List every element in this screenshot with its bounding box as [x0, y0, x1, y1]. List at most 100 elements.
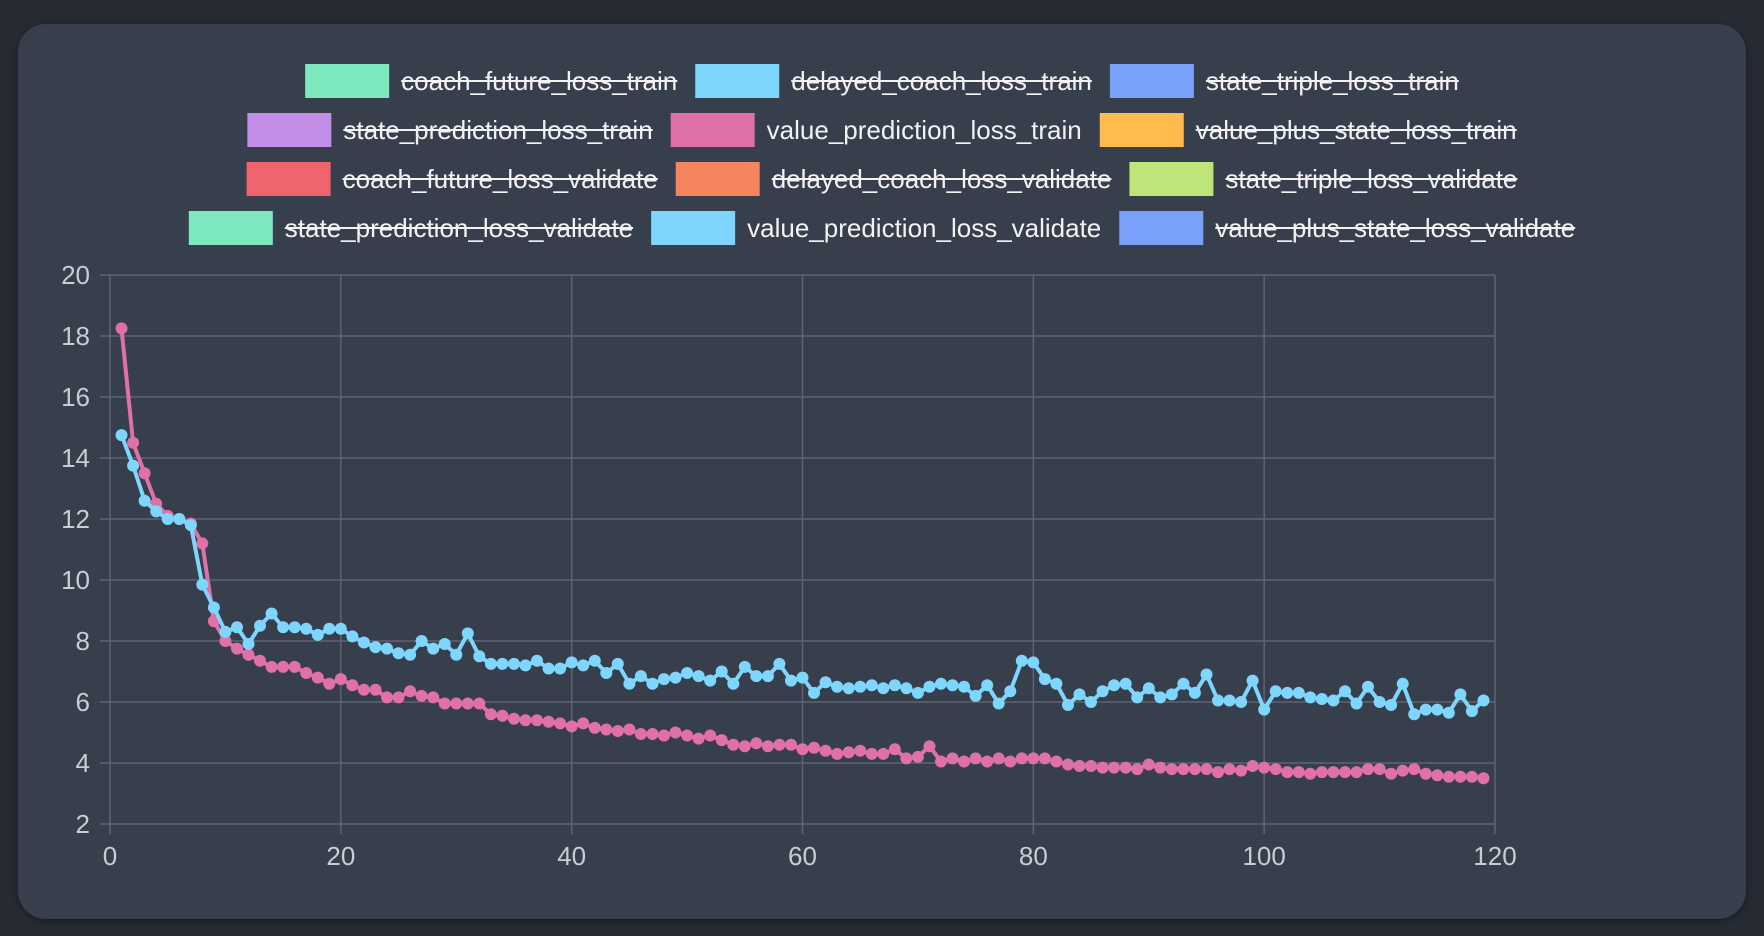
data-point[interactable]	[1004, 685, 1017, 698]
data-point[interactable]	[404, 685, 417, 698]
data-point[interactable]	[1281, 766, 1294, 779]
data-point[interactable]	[531, 654, 543, 667]
data-point[interactable]	[369, 683, 382, 696]
data-point[interactable]	[1119, 761, 1132, 774]
legend-item-state-triple-loss-validate[interactable]: state_triple_loss_validate	[1129, 162, 1518, 196]
data-point[interactable]	[773, 657, 786, 670]
data-point[interactable]	[277, 660, 290, 673]
data-point[interactable]	[1442, 706, 1455, 719]
data-point[interactable]	[1085, 760, 1097, 772]
data-point[interactable]	[935, 755, 947, 768]
data-point[interactable]	[357, 636, 370, 649]
data-point[interactable]	[1096, 761, 1109, 774]
data-point[interactable]	[1362, 763, 1374, 776]
data-point[interactable]	[1027, 656, 1040, 669]
data-point[interactable]	[450, 697, 463, 710]
data-point[interactable]	[1339, 685, 1351, 698]
data-point[interactable]	[404, 648, 417, 661]
data-point[interactable]	[692, 732, 705, 745]
data-point[interactable]	[1419, 767, 1432, 780]
data-point[interactable]	[1223, 694, 1236, 707]
data-point[interactable]	[634, 728, 647, 740]
data-point[interactable]	[600, 667, 613, 679]
data-point[interactable]	[1454, 770, 1467, 783]
data-point[interactable]	[808, 741, 820, 754]
data-point[interactable]	[219, 635, 232, 647]
data-point[interactable]	[323, 677, 336, 690]
data-point[interactable]	[900, 682, 913, 695]
data-point[interactable]	[692, 670, 705, 683]
data-point[interactable]	[1339, 766, 1351, 779]
data-point[interactable]	[427, 642, 440, 655]
data-point[interactable]	[438, 697, 451, 710]
data-point[interactable]	[1062, 699, 1074, 711]
data-point[interactable]	[346, 679, 359, 692]
data-point[interactable]	[531, 714, 543, 727]
data-point[interactable]	[1165, 763, 1178, 776]
data-point[interactable]	[808, 686, 820, 699]
data-point[interactable]	[1212, 694, 1224, 707]
legend-item-delayed-coach-loss-validate[interactable]: delayed_coach_loss_validate	[675, 162, 1112, 196]
data-point[interactable]	[1292, 686, 1305, 699]
legend-item-coach-future-loss-train[interactable]: coach_future_loss_train	[305, 64, 678, 98]
data-point[interactable]	[196, 537, 209, 550]
data-point[interactable]	[1408, 708, 1421, 721]
legend-item-value-plus-state-loss-train[interactable]: value_plus_state_loss_train	[1099, 113, 1517, 147]
data-point[interactable]	[1431, 769, 1444, 782]
data-point[interactable]	[242, 648, 255, 661]
data-point[interactable]	[1396, 764, 1409, 777]
data-point[interactable]	[1223, 763, 1236, 776]
data-point[interactable]	[1188, 763, 1201, 776]
data-point[interactable]	[1108, 761, 1121, 774]
data-point[interactable]	[1373, 763, 1386, 776]
data-point[interactable]	[1246, 760, 1259, 772]
data-point[interactable]	[450, 648, 463, 661]
data-point[interactable]	[1350, 766, 1363, 779]
data-point[interactable]	[981, 755, 994, 768]
data-point[interactable]	[369, 641, 382, 654]
data-point[interactable]	[1096, 685, 1109, 698]
data-point[interactable]	[1131, 691, 1144, 704]
data-point[interactable]	[392, 691, 405, 704]
data-point[interactable]	[669, 726, 682, 739]
data-point[interactable]	[842, 746, 855, 759]
data-point[interactable]	[334, 622, 347, 635]
legend-item-state-prediction-loss-validate[interactable]: state_prediction_loss_validate	[188, 211, 634, 245]
data-point[interactable]	[1477, 772, 1490, 785]
data-point[interactable]	[254, 619, 266, 632]
data-point[interactable]	[196, 578, 209, 591]
data-point[interactable]	[496, 657, 509, 670]
data-point[interactable]	[1258, 703, 1271, 716]
data-point[interactable]	[542, 662, 555, 675]
data-point[interactable]	[600, 723, 613, 736]
data-point[interactable]	[727, 677, 740, 690]
data-point[interactable]	[738, 660, 751, 673]
data-point[interactable]	[138, 494, 151, 507]
data-point[interactable]	[554, 662, 567, 675]
data-point[interactable]	[727, 738, 740, 751]
data-point[interactable]	[115, 322, 128, 335]
data-point[interactable]	[1385, 767, 1398, 780]
legend-item-coach-future-loss-validate[interactable]: coach_future_loss_validate	[246, 162, 658, 196]
data-point[interactable]	[715, 665, 728, 678]
data-point[interactable]	[761, 740, 774, 753]
data-point[interactable]	[1200, 668, 1213, 681]
data-point[interactable]	[1004, 755, 1017, 768]
data-point[interactable]	[1108, 679, 1121, 692]
legend-item-value-prediction-loss-train[interactable]: value_prediction_loss_train	[670, 113, 1082, 147]
data-point[interactable]	[1327, 694, 1340, 707]
data-point[interactable]	[565, 656, 578, 669]
data-point[interactable]	[831, 680, 844, 693]
data-point[interactable]	[646, 677, 659, 690]
data-point[interactable]	[969, 689, 982, 702]
data-point[interactable]	[1292, 766, 1305, 779]
data-point[interactable]	[150, 505, 163, 518]
data-point[interactable]	[669, 671, 682, 684]
data-point[interactable]	[681, 729, 694, 742]
data-point[interactable]	[1212, 766, 1224, 779]
legend-item-value-prediction-loss-validate[interactable]: value_prediction_loss_validate	[651, 211, 1101, 245]
data-point[interactable]	[381, 642, 393, 655]
data-point[interactable]	[761, 670, 774, 683]
data-point[interactable]	[265, 607, 278, 620]
data-point[interactable]	[1165, 688, 1178, 701]
